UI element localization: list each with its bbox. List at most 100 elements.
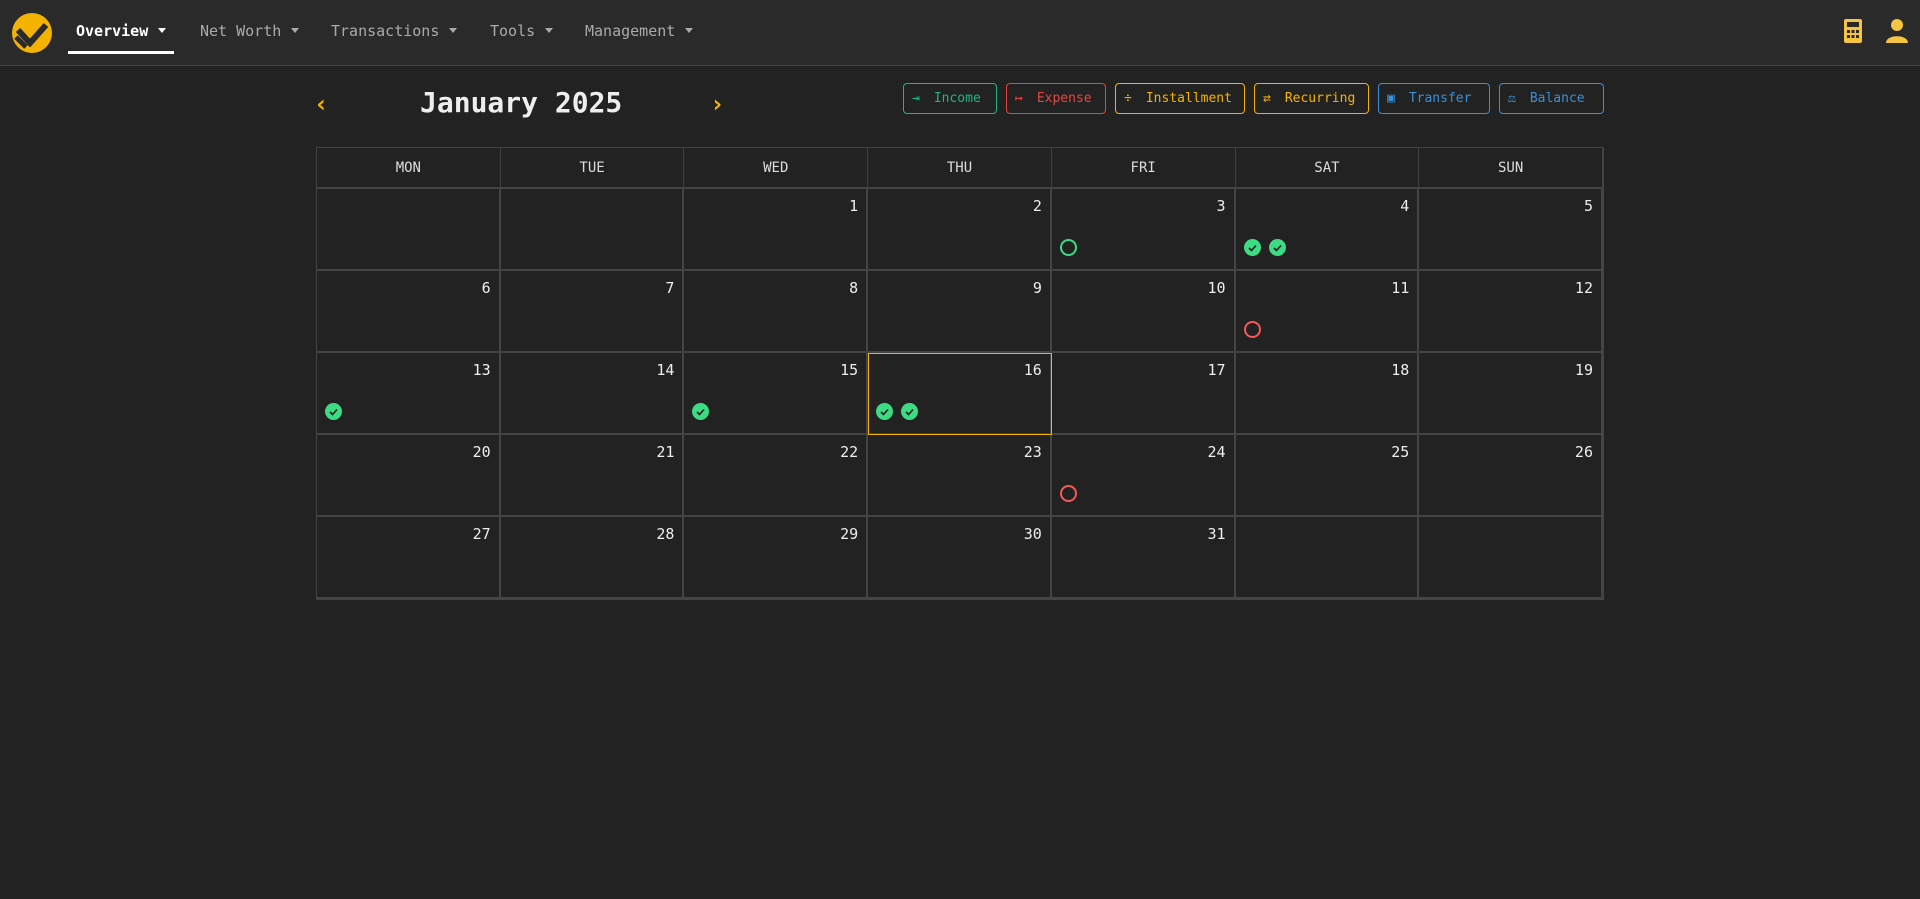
day-cell[interactable]: 25: [1235, 435, 1420, 517]
day-cell[interactable]: 24: [1051, 435, 1236, 517]
day-number: 30: [1023, 525, 1042, 543]
day-cell[interactable]: 11: [1235, 271, 1420, 353]
completed-transaction-icon[interactable]: [876, 403, 894, 420]
day-number: 14: [656, 361, 675, 379]
day-cell[interactable]: 2: [868, 189, 1052, 271]
day-cell[interactable]: 18: [1235, 353, 1420, 435]
empty-cell: [500, 189, 685, 271]
day-cell[interactable]: 30: [868, 517, 1052, 599]
day-cell[interactable]: 13: [317, 353, 501, 435]
caret-down-icon: [545, 28, 554, 33]
balance-button[interactable]: ⚖ Balance: [1499, 83, 1604, 114]
day-cell[interactable]: 8: [684, 271, 869, 353]
sign-in-icon: ⇥: [912, 91, 920, 106]
day-cell[interactable]: 9: [868, 271, 1052, 353]
nav-label: Management: [585, 22, 676, 40]
day-cell[interactable]: 4: [1235, 189, 1420, 271]
day-number: 20: [472, 443, 491, 461]
nav-tools[interactable]: Tools: [482, 20, 561, 54]
top-navbar: Overview Net Worth Transactions Tools Manage…: [0, 0, 1920, 66]
button-label: Recurring: [1284, 91, 1356, 106]
pending-income-icon[interactable]: [1059, 239, 1077, 256]
completed-transaction-icon[interactable]: [1243, 239, 1261, 256]
day-cell[interactable]: 22: [684, 435, 869, 517]
day-number: 10: [1207, 279, 1226, 297]
day-number: 27: [472, 525, 491, 543]
day-cell[interactable]: 23: [868, 435, 1052, 517]
weekday-header: THU: [868, 148, 1052, 189]
day-cell[interactable]: 27: [317, 517, 501, 599]
day-cell[interactable]: 6: [317, 271, 501, 353]
calculator-icon[interactable]: [1843, 18, 1863, 48]
day-cell[interactable]: 17: [1051, 353, 1236, 435]
caret-down-icon: [291, 28, 300, 33]
day-number: 28: [656, 525, 675, 543]
day-number: 31: [1207, 525, 1226, 543]
installment-button[interactable]: ÷ Installment: [1115, 83, 1245, 114]
day-number: 6: [481, 279, 491, 297]
day-cell[interactable]: 14: [500, 353, 685, 435]
completed-transaction-icon[interactable]: [901, 403, 919, 420]
day-cell[interactable]: 19: [1419, 353, 1603, 435]
day-number: 24: [1207, 443, 1226, 461]
nav-overview[interactable]: Overview: [68, 20, 175, 54]
day-cell[interactable]: 3: [1051, 189, 1236, 271]
day-cell[interactable]: 12: [1419, 271, 1603, 353]
day-cell[interactable]: 15: [684, 353, 869, 435]
pending-expense-icon[interactable]: [1243, 321, 1261, 338]
completed-transaction-icon[interactable]: [1268, 239, 1286, 256]
caret-down-icon: [449, 28, 458, 33]
caret-down-icon: [685, 28, 694, 33]
calendar-grid: MON TUE WED THU FRI SAT SUN 1 2 3 4 5 6 7 8 9 10 11 12 13 1…: [316, 147, 1604, 600]
day-cell[interactable]: 31: [1051, 517, 1236, 599]
day-cell[interactable]: 5: [1419, 189, 1603, 271]
divide-icon: ÷: [1124, 91, 1132, 106]
weekday-header: WED: [684, 148, 869, 189]
day-cell[interactable]: 21: [500, 435, 685, 517]
day-number: 5: [1583, 197, 1593, 215]
nav-label: Overview: [76, 22, 149, 40]
weekday-header: SAT: [1235, 148, 1420, 189]
day-number: 23: [1023, 443, 1042, 461]
prev-month-button[interactable]: ‹: [314, 90, 329, 118]
caret-down-icon: [158, 28, 167, 33]
day-cell[interactable]: 7: [500, 271, 685, 353]
user-icon[interactable]: [1885, 18, 1909, 48]
weekday-header: MON: [317, 148, 501, 189]
day-number: 22: [840, 443, 859, 461]
nav-management[interactable]: Management: [577, 20, 701, 54]
weekday-header: FRI: [1051, 148, 1236, 189]
calendar-week: 6 7 8 9 10 11 12: [317, 271, 1603, 353]
recurring-button[interactable]: ⇄ Recurring: [1254, 83, 1369, 114]
day-cell[interactable]: 26: [1419, 435, 1603, 517]
nav-transactions[interactable]: Transactions: [323, 20, 465, 54]
day-number: 29: [840, 525, 859, 543]
day-number: 7: [665, 279, 675, 297]
weekday-header: TUE: [500, 148, 685, 189]
nav-label: Transactions: [331, 22, 440, 40]
day-cell[interactable]: 20: [317, 435, 501, 517]
day-cell[interactable]: 29: [684, 517, 869, 599]
day-number: 9: [1032, 279, 1042, 297]
money-transfer-icon: ▣: [1387, 91, 1395, 106]
completed-transaction-icon[interactable]: [325, 403, 342, 420]
button-label: Income: [933, 91, 981, 106]
day-number: 16: [1023, 361, 1042, 379]
day-cell[interactable]: 16: [868, 353, 1052, 435]
transfer-button[interactable]: ▣ Transfer: [1378, 83, 1490, 114]
day-number: 18: [1391, 361, 1410, 379]
pending-expense-icon[interactable]: [1059, 485, 1077, 502]
day-number: 3: [1216, 197, 1226, 215]
completed-transaction-icon[interactable]: [692, 403, 710, 420]
day-number: 11: [1391, 279, 1410, 297]
day-number: 15: [840, 361, 859, 379]
day-cell[interactable]: 10: [1051, 271, 1236, 353]
day-cell[interactable]: 1: [684, 189, 869, 271]
nav-net-worth[interactable]: Net Worth: [192, 20, 307, 54]
next-month-button[interactable]: ›: [710, 90, 725, 118]
expense-button[interactable]: ↦ Expense: [1006, 83, 1106, 114]
income-button[interactable]: ⇥ Income: [903, 83, 997, 114]
app-logo[interactable]: [12, 13, 52, 53]
day-cell[interactable]: 28: [500, 517, 685, 599]
calendar-week: 13 14 15 16 17 18 19: [317, 353, 1603, 435]
